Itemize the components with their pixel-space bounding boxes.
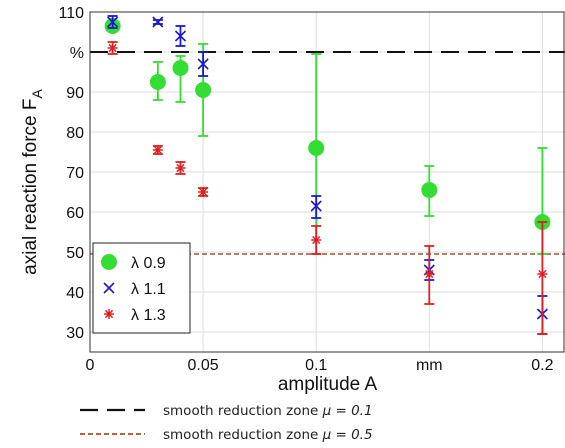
reference-legend-label-text: smooth reduction zone — [163, 427, 323, 443]
data-series — [104, 15, 551, 335]
plot-area-frame — [89, 11, 565, 353]
y-tick-label: 60 — [66, 205, 84, 222]
y-tick-label: 40 — [66, 285, 84, 302]
legend-label: λ 1.3 — [131, 307, 166, 324]
data-point-circle — [101, 254, 117, 270]
x-tick-label: 0.1 — [305, 357, 327, 374]
x-tick-label: 0.2 — [531, 357, 553, 374]
data-point-asterisk — [198, 187, 209, 197]
series-circle — [104, 18, 551, 255]
data-point-circle — [172, 60, 189, 76]
legend: λ 0.9 λ 1.1 λ 1.3 — [92, 242, 191, 334]
data-point-asterisk — [107, 43, 118, 53]
data-point-x — [174, 30, 187, 42]
reference-legend-mu: μ = 0.5 — [322, 427, 373, 443]
reference-legend-label-text: smooth reduction zone — [163, 403, 323, 419]
y-tick-label: 70 — [66, 165, 84, 182]
y-axis-label-subscript: A — [29, 88, 45, 98]
data-point-circle — [149, 74, 166, 90]
data-point-x — [197, 58, 209, 70]
x-tick-labels: 0 0.05 0.1 mm 0.2 — [86, 357, 554, 374]
legend-label: λ 0.9 — [131, 255, 166, 272]
data-point-asterisk — [537, 269, 548, 279]
y-tick-label: % — [70, 45, 84, 62]
y-tick-label: 50 — [66, 245, 84, 262]
legend-label: λ 1.1 — [131, 281, 166, 298]
series-asterisk — [107, 41, 548, 335]
data-point-asterisk — [104, 309, 114, 319]
y-tick-label: 80 — [66, 125, 84, 142]
data-point-asterisk — [311, 235, 322, 245]
data-point-circle — [308, 140, 325, 156]
data-point-x — [310, 200, 322, 212]
reference-legend-label: smooth reduction zone μ = 0.5 — [163, 427, 373, 443]
y-tick-labels: 30 40 50 60 70 80 90% 110 — [58, 5, 84, 342]
data-point-x — [103, 282, 115, 294]
x-tick-label: mm — [416, 357, 443, 374]
data-point-x — [152, 16, 164, 28]
x-tick-label: 0 — [86, 357, 95, 374]
y-tick-label: 30 — [66, 325, 84, 342]
y-axis-label: axial reaction force FA — [20, 88, 45, 274]
y-tick-label: 110 — [58, 5, 84, 22]
data-point-circle — [195, 82, 212, 98]
data-point-asterisk — [152, 145, 163, 155]
reference-legend-label: smooth reduction zone μ = 0.1 — [163, 403, 373, 419]
data-point-circle — [421, 182, 438, 198]
data-point-asterisk — [175, 163, 186, 173]
x-axis-label: amplitude A — [278, 374, 378, 395]
y-axis-label-main: axial reaction force F — [20, 98, 41, 274]
reference-legend-mu: μ = 0.1 — [322, 403, 373, 419]
data-point-x — [107, 16, 119, 28]
reference-lines — [90, 51, 565, 255]
y-tick-label: 90 — [66, 85, 84, 102]
data-point-asterisk — [424, 269, 435, 279]
x-tick-label: 0.05 — [188, 357, 219, 374]
